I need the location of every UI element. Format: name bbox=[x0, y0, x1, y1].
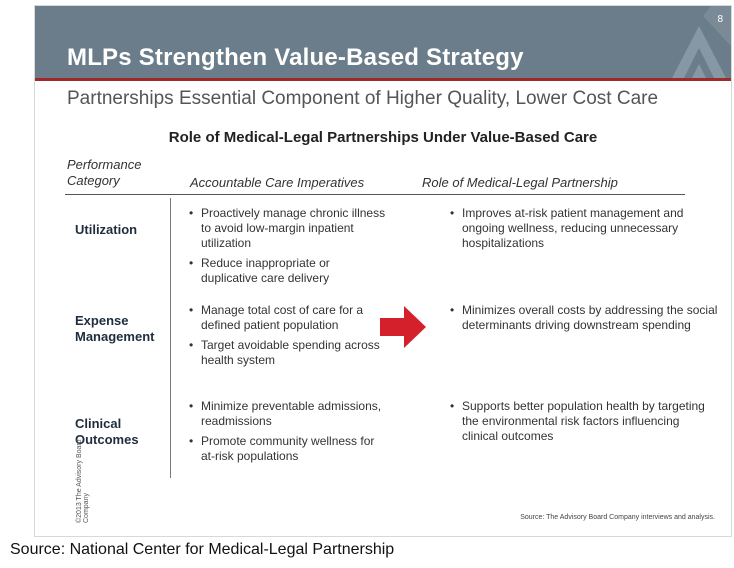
list-item: Improves at-risk patient management and … bbox=[448, 206, 718, 251]
table-title: Role of Medical-Legal Partnerships Under… bbox=[168, 129, 598, 146]
imperatives-utilization: Proactively manage chronic illness to av… bbox=[187, 206, 387, 291]
image-caption: Source: National Center for Medical-Lega… bbox=[10, 541, 395, 558]
imperatives-clinical-outcomes: Minimize preventable admissions, readmis… bbox=[187, 399, 387, 469]
list-item: Target avoidable spending across health … bbox=[187, 338, 387, 368]
category-utilization: Utilization bbox=[75, 222, 138, 237]
column-header-category: Performance Category bbox=[67, 157, 142, 188]
list-item: Minimizes overall costs by addressing th… bbox=[448, 303, 718, 333]
slide-source-note: Source: The Advisory Board Company inter… bbox=[520, 514, 715, 521]
header-divider bbox=[65, 194, 685, 195]
column-divider bbox=[170, 198, 171, 478]
list-item: Minimize preventable admissions, readmis… bbox=[187, 399, 387, 429]
list-item: Promote community wellness for at-risk p… bbox=[187, 434, 387, 464]
imperatives-expense-management: Manage total cost of care for a defined … bbox=[187, 303, 387, 373]
right-arrow-icon bbox=[380, 306, 426, 348]
column-header-role: Role of Medical-Legal Partnership bbox=[422, 175, 618, 190]
role-clinical-outcomes: Supports better population health by tar… bbox=[448, 399, 718, 449]
category-expense-management: Expense Management bbox=[75, 313, 155, 344]
page-number: 8 bbox=[717, 14, 723, 25]
list-item: Proactively manage chronic illness to av… bbox=[187, 206, 387, 251]
list-item: Reduce inappropriate or duplicative care… bbox=[187, 256, 387, 286]
category-clinical-outcomes: Clinical Outcomes bbox=[75, 416, 139, 447]
title-underline bbox=[35, 78, 731, 81]
slide-title: MLPs Strengthen Value-Based Strategy bbox=[67, 44, 524, 71]
list-item: Supports better population health by tar… bbox=[448, 399, 718, 444]
title-banner bbox=[35, 6, 731, 80]
role-expense-management: Minimizes overall costs by addressing th… bbox=[448, 303, 718, 338]
slide-subtitle: Partnerships Essential Component of High… bbox=[67, 88, 659, 109]
copyright-notice: ©2013 The Advisory Board Company bbox=[76, 439, 90, 523]
advisory-board-logo-icon bbox=[671, 6, 731, 80]
column-header-imperatives: Accountable Care Imperatives bbox=[190, 175, 365, 190]
slide: 8 MLPs Strengthen Value-Based Strategy P… bbox=[34, 5, 732, 537]
list-item: Manage total cost of care for a defined … bbox=[187, 303, 387, 333]
role-utilization: Improves at-risk patient management and … bbox=[448, 206, 718, 256]
